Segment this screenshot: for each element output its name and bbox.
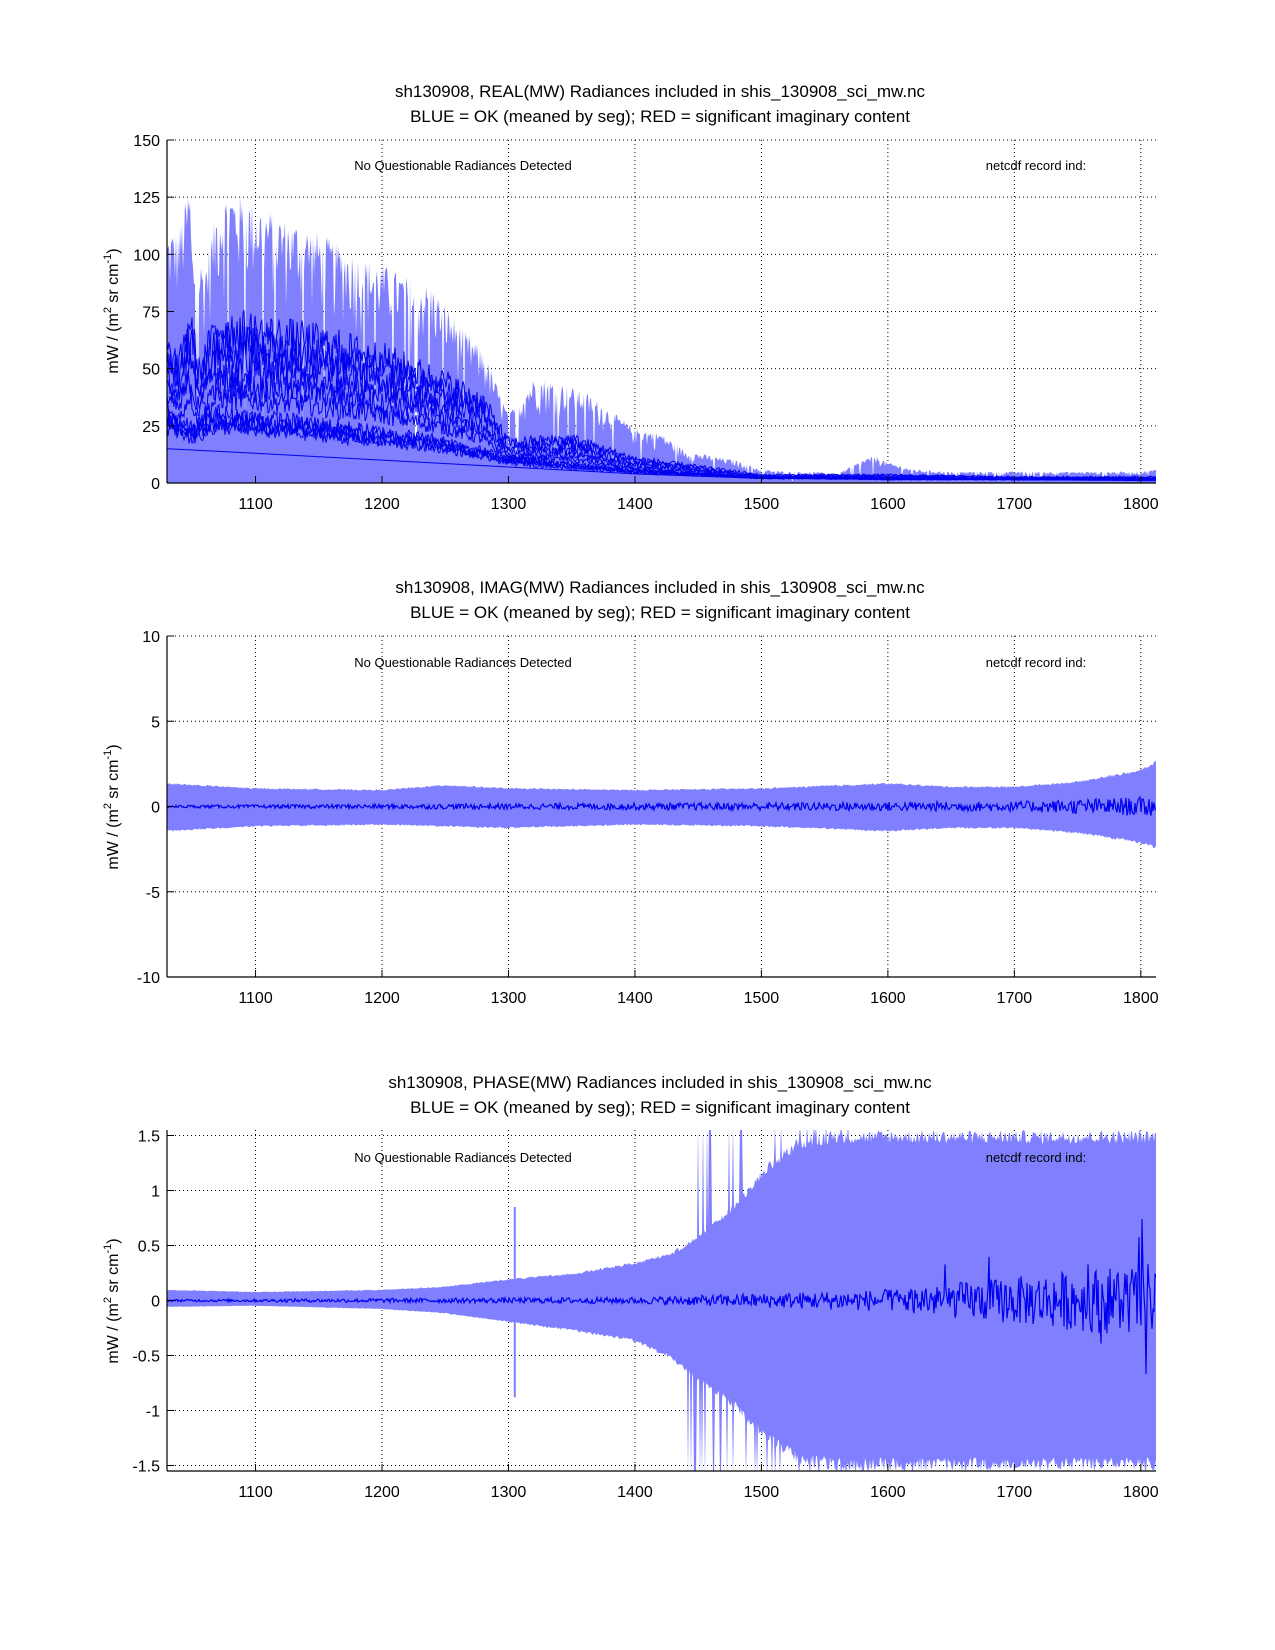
phase-xtick-label: 1600 bbox=[870, 1484, 906, 1501]
panel-phase-annotation-left: No Questionable Radiances Detected bbox=[354, 1150, 572, 1165]
imag-xtick-label: 1800 bbox=[1123, 990, 1159, 1007]
real-ytick-label: 25 bbox=[142, 419, 160, 436]
real-xtick-label: 1600 bbox=[870, 496, 906, 513]
real-ytick-label: 75 bbox=[142, 305, 160, 322]
panel-phase-plot-area: 1100 1200 1300 1400 1500 1600 1700 1800 -1.5 -1 -0… bbox=[132, 1129, 1159, 1502]
phase-ytick-label: -1 bbox=[146, 1404, 160, 1421]
imag-xtick-label: 1600 bbox=[870, 990, 906, 1007]
panel-imag-title-line1: sh130908, IMAG(MW) Radiances included in… bbox=[395, 578, 925, 597]
imag-xtick-label: 1300 bbox=[491, 990, 527, 1007]
imag-xtick-label: 1700 bbox=[997, 990, 1033, 1007]
phase-ytick-label: -0.5 bbox=[132, 1349, 160, 1366]
real-xtick-label: 1300 bbox=[491, 496, 527, 513]
real-mean-line bbox=[167, 309, 1156, 479]
phase-xtick-label: 1500 bbox=[744, 1484, 780, 1501]
panel-real-annotation-left: No Questionable Radiances Detected bbox=[354, 158, 572, 173]
phase-ytick-label: 1 bbox=[151, 1184, 160, 1201]
real-xtick-label: 1200 bbox=[364, 496, 400, 513]
real-xtick-label: 1100 bbox=[238, 496, 273, 513]
real-mean-line bbox=[167, 448, 1156, 482]
phase-xtick-label: 1300 bbox=[491, 1484, 527, 1501]
panel-phase-ylabel: mW / (m2 sr cm-1) bbox=[102, 1238, 122, 1363]
panel-imag-ylabel: mW / (m2 sr cm-1) bbox=[102, 744, 122, 869]
panel-real: sh130908, REAL(MW) Radiances included in… bbox=[102, 82, 1159, 513]
imag-xtick-label: 1200 bbox=[364, 990, 400, 1007]
real-xtick-label: 1800 bbox=[1123, 496, 1159, 513]
real-xtick-label: 1500 bbox=[744, 496, 780, 513]
panel-phase-annotation-right: netcdf record ind: bbox=[986, 1150, 1086, 1165]
imag-xtick-label: 1400 bbox=[617, 990, 653, 1007]
real-ytick-label: 0 bbox=[151, 476, 160, 493]
phase-xtick-label: 1400 bbox=[617, 1484, 653, 1501]
real-ytick-label: 100 bbox=[133, 247, 160, 264]
real-envelope-area bbox=[167, 196, 1156, 483]
panel-real-ylabel: mW / (m2 sr cm-1) bbox=[102, 248, 122, 373]
panel-imag-plot-area: 1100 1200 1300 1400 1500 1600 1700 1800 -10 -5 0 5 1… bbox=[137, 629, 1159, 1007]
phase-xtick-label: 1700 bbox=[997, 1484, 1033, 1501]
panel-imag: sh130908, IMAG(MW) Radiances included in… bbox=[102, 578, 1159, 1007]
panel-imag-annotation-right: netcdf record ind: bbox=[986, 655, 1086, 670]
phase-envelope-area bbox=[167, 1130, 1156, 1471]
real-ytick-label: 150 bbox=[133, 133, 160, 150]
panel-real-title-line2: BLUE = OK (meaned by seg); RED = signifi… bbox=[410, 107, 910, 126]
real-ytick-label: 125 bbox=[133, 190, 160, 207]
imag-ytick-label: 10 bbox=[142, 629, 160, 646]
phase-xtick-label: 1800 bbox=[1123, 1484, 1159, 1501]
panel-real-annotation-right: netcdf record ind: bbox=[986, 158, 1086, 173]
imag-xtick-label: 1100 bbox=[238, 990, 273, 1007]
imag-ytick-label: 0 bbox=[151, 800, 160, 817]
real-xtick-label: 1700 bbox=[997, 496, 1033, 513]
imag-mean-line bbox=[167, 795, 1156, 816]
phase-xtick-label: 1200 bbox=[364, 1484, 400, 1501]
phase-xtick-label: 1100 bbox=[238, 1484, 273, 1501]
imag-ytick-label: -10 bbox=[137, 970, 160, 987]
panel-phase: sh130908, PHASE(MW) Radiances included i… bbox=[102, 1073, 1159, 1501]
phase-ytick-label: 0 bbox=[151, 1294, 160, 1311]
imag-ytick-label: 5 bbox=[151, 714, 160, 731]
real-xtick-label: 1400 bbox=[617, 496, 653, 513]
imag-ytick-label: -5 bbox=[146, 885, 160, 902]
panel-imag-title-line2: BLUE = OK (meaned by seg); RED = signifi… bbox=[410, 603, 910, 622]
phase-mean-line bbox=[167, 1218, 1156, 1375]
panel-real-title-line1: sh130908, REAL(MW) Radiances included in… bbox=[395, 82, 926, 101]
phase-ytick-label: 0.5 bbox=[138, 1239, 160, 1256]
phase-ytick-label: -1.5 bbox=[132, 1459, 160, 1476]
panel-imag-annotation-left: No Questionable Radiances Detected bbox=[354, 655, 572, 670]
phase-ytick-label: 1.5 bbox=[138, 1129, 160, 1146]
panel-real-plot-area: 1100 1200 1300 1400 1500 1600 1700 1800 0 25 50 75 1… bbox=[133, 133, 1158, 513]
panel-phase-title-line1: sh130908, PHASE(MW) Radiances included i… bbox=[388, 1073, 932, 1092]
real-ytick-label: 50 bbox=[142, 362, 160, 379]
imag-xtick-label: 1500 bbox=[744, 990, 780, 1007]
panel-phase-title-line2: BLUE = OK (meaned by seg); RED = signifi… bbox=[410, 1098, 910, 1117]
